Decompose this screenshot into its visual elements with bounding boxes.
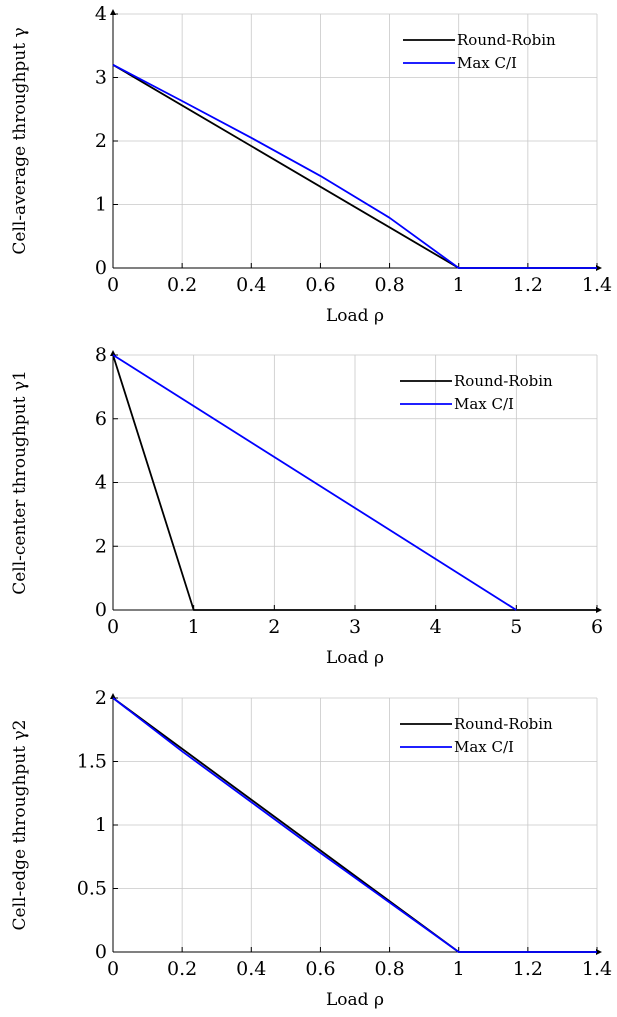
series-line-1 bbox=[112, 354, 597, 611]
grid bbox=[112, 354, 598, 611]
y-tick-label: 0 bbox=[95, 941, 107, 963]
y-tick-label: 8 bbox=[95, 344, 107, 366]
x-tick-label: 0.6 bbox=[305, 274, 335, 296]
x-tick-label: 1.2 bbox=[513, 958, 543, 980]
y-tick-label: 1.5 bbox=[77, 751, 107, 773]
series-line-2 bbox=[112, 354, 517, 611]
legend-label-1: Round-Robin bbox=[457, 31, 556, 49]
chart-panel-3: 0 0.2 0.4 0.6 0.8 1 1.2 1.4 0 0.5 1 1.5 2 Load ρ Cell-… bbox=[10, 687, 612, 1010]
x-tick-label: 4 bbox=[430, 616, 442, 638]
y-tick-label: 1 bbox=[95, 194, 107, 216]
x-tick-label: 3 bbox=[349, 616, 361, 638]
legend-label-2: Max C/I bbox=[454, 395, 514, 413]
legend: Round-Robin Max C/I bbox=[400, 715, 553, 756]
y-axis-label: Cell-average throughput γ bbox=[10, 27, 30, 254]
x-tick-label: 0.8 bbox=[374, 958, 404, 980]
x-tick-label: 0.2 bbox=[167, 274, 197, 296]
axes: 0 1 2 3 4 5 6 0 2 4 6 8 bbox=[95, 344, 603, 638]
y-tick-label: 2 bbox=[95, 687, 107, 709]
x-tick-label: 0.6 bbox=[305, 958, 335, 980]
series-line-1 bbox=[112, 64, 597, 269]
x-tick-label: 0.4 bbox=[236, 274, 266, 296]
x-tick-label: 0 bbox=[107, 958, 119, 980]
x-tick-label: 1.4 bbox=[582, 274, 612, 296]
x-tick-label: 2 bbox=[268, 616, 280, 638]
x-axis-label: Load ρ bbox=[326, 648, 384, 668]
y-tick-label: 0.5 bbox=[77, 878, 107, 900]
y-tick-label: 4 bbox=[95, 472, 107, 494]
x-tick-label: 1 bbox=[453, 274, 465, 296]
y-tick-label: 3 bbox=[95, 67, 107, 89]
y-axis-label: Cell-center throughput γ1 bbox=[10, 370, 30, 595]
x-tick-label: 6 bbox=[591, 616, 603, 638]
x-tick-label: 0 bbox=[107, 274, 119, 296]
x-axis-label: Load ρ bbox=[326, 990, 384, 1010]
y-tick-label: 2 bbox=[95, 130, 107, 152]
legend: Round-Robin Max C/I bbox=[400, 372, 553, 413]
y-axis-label: Cell-edge throughput γ2 bbox=[10, 720, 30, 931]
chart-panel-2: 0 1 2 3 4 5 6 0 2 4 6 8 Load ρ Cell-center throughput… bbox=[10, 344, 603, 668]
series-line-2 bbox=[112, 64, 597, 269]
legend-label-2: Max C/I bbox=[454, 738, 514, 756]
x-tick-label: 1 bbox=[188, 616, 200, 638]
y-tick-label: 1 bbox=[95, 814, 107, 836]
x-tick-label: 1 bbox=[453, 958, 465, 980]
y-tick-label: 4 bbox=[95, 3, 107, 25]
y-tick-label: 2 bbox=[95, 535, 107, 557]
legend-label-2: Max C/I bbox=[457, 54, 517, 72]
x-axis-label: Load ρ bbox=[326, 306, 384, 326]
x-tick-label: 0.4 bbox=[236, 958, 266, 980]
series-line-2 bbox=[112, 697, 597, 953]
y-tick-label: 6 bbox=[95, 408, 107, 430]
y-tick-label: 0 bbox=[95, 599, 107, 621]
y-tick-label: 0 bbox=[95, 257, 107, 279]
x-tick-label: 1.4 bbox=[582, 958, 612, 980]
x-tick-label: 0.2 bbox=[167, 958, 197, 980]
legend-label-1: Round-Robin bbox=[454, 715, 553, 733]
x-tick-label: 5 bbox=[510, 616, 522, 638]
x-tick-label: 1.2 bbox=[513, 274, 543, 296]
chart-panel-1: 0 0.2 0.4 0.6 0.8 1 1.2 1.4 0 1 2 3 4 Load ρ Cell-aver… bbox=[10, 3, 612, 326]
legend-label-1: Round-Robin bbox=[454, 372, 553, 390]
x-tick-label: 0 bbox=[107, 616, 119, 638]
grid bbox=[112, 697, 598, 953]
grid bbox=[112, 13, 598, 269]
x-tick-label: 0.8 bbox=[374, 274, 404, 296]
legend: Round-Robin Max C/I bbox=[403, 31, 556, 72]
